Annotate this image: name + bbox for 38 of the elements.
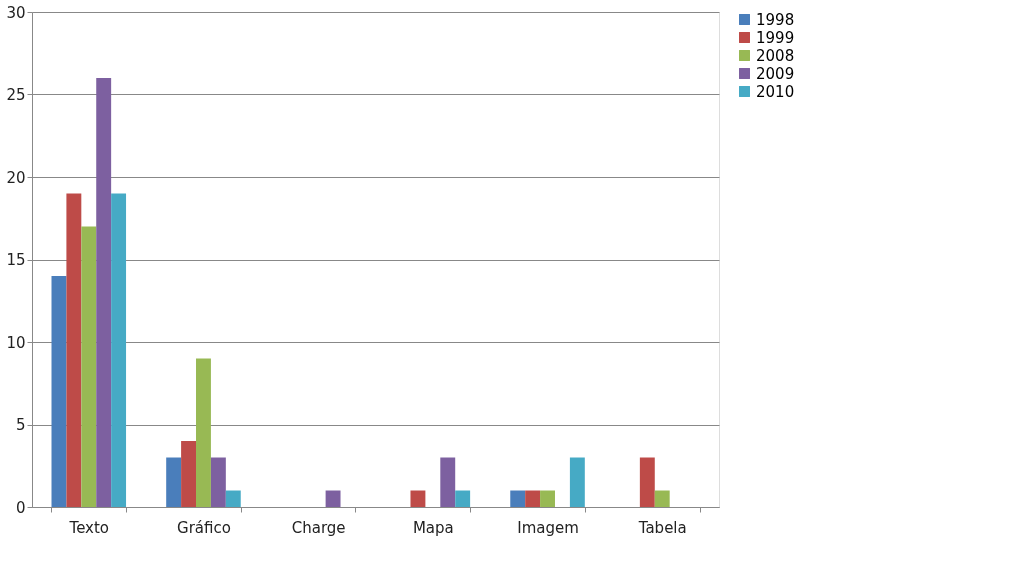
bar xyxy=(440,457,456,507)
legend-label: 1999 xyxy=(756,28,795,47)
x-tick-label: Tabela xyxy=(637,518,687,537)
bar xyxy=(510,490,526,507)
y-tick-label: 15 xyxy=(6,251,26,269)
x-tick-label: Mapa xyxy=(412,518,454,537)
bar xyxy=(639,457,655,507)
x-tick-label: Charge xyxy=(291,518,346,537)
bar xyxy=(569,457,585,507)
bar xyxy=(410,490,426,507)
bar xyxy=(196,358,211,507)
y-tick-label: 20 xyxy=(6,168,26,187)
bar xyxy=(525,490,541,507)
y-tick-label: 5 xyxy=(15,416,26,434)
y-tick-label: 30 xyxy=(6,3,26,22)
bar xyxy=(325,490,341,507)
bar xyxy=(455,490,471,507)
legend-label: 2009 xyxy=(756,64,795,83)
y-tick-label: 25 xyxy=(6,86,26,104)
bar xyxy=(111,193,127,507)
bar xyxy=(210,457,226,507)
y-tick-label: 10 xyxy=(6,333,26,352)
bar xyxy=(225,490,241,507)
y-tick-label: 0 xyxy=(15,498,26,517)
bar xyxy=(166,457,182,507)
bar xyxy=(96,78,112,507)
bar xyxy=(81,226,97,507)
x-tick-label: Gráfico xyxy=(177,518,231,537)
legend-label: 2008 xyxy=(756,46,795,65)
legend-label: 1998 xyxy=(756,10,795,29)
x-tick-label: Texto xyxy=(68,518,110,537)
bar xyxy=(51,276,67,507)
bar xyxy=(540,490,555,507)
bar xyxy=(66,193,82,507)
bar xyxy=(181,441,197,507)
legend-label: 2010 xyxy=(756,82,795,101)
x-tick-label: Imagem xyxy=(517,518,579,537)
bar xyxy=(654,490,670,507)
